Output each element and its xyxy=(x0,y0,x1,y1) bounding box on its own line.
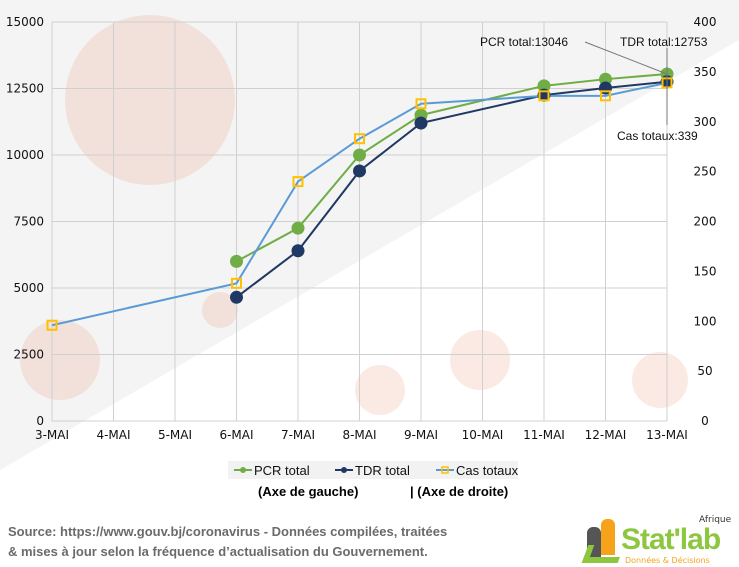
data-point xyxy=(600,90,611,102)
data-point xyxy=(292,176,304,188)
data-point xyxy=(353,148,366,162)
x-tick-label: 5-MAI xyxy=(158,428,192,442)
data-point xyxy=(414,116,428,130)
background-shade xyxy=(0,0,739,470)
virus-decor-icon xyxy=(450,330,510,390)
data-point xyxy=(231,277,242,289)
y-left-tick-label: 2500 xyxy=(13,348,44,362)
annotation-leader xyxy=(584,41,668,75)
y-right-tick-label: 50 xyxy=(697,364,712,378)
y-left-tick-label: 0 xyxy=(36,414,44,428)
y-right-tick-label: 0 xyxy=(701,414,709,428)
data-point xyxy=(291,244,305,258)
data-label: TDR total:12753 xyxy=(620,35,708,49)
virus-decor-icon xyxy=(20,320,100,400)
y-right-tick-label: 350 xyxy=(694,65,717,79)
data-point xyxy=(538,90,550,102)
legend-marker xyxy=(240,467,246,473)
right-axis-note: | (Axe de droite) xyxy=(410,484,509,499)
data-point xyxy=(354,133,365,145)
y-right-tick-label: 250 xyxy=(694,165,717,179)
legend-label: Cas totaux xyxy=(456,463,519,478)
y-left-tick-label: 15000 xyxy=(6,15,44,29)
data-point xyxy=(537,79,551,93)
x-tick-label: 9-MAI xyxy=(404,428,438,442)
data-label: PCR total:13046 xyxy=(480,35,568,49)
y-right-tick-label: 200 xyxy=(694,215,717,229)
x-tick-label: 6-MAI xyxy=(219,428,253,442)
legend-label: TDR total xyxy=(355,463,410,478)
data-point xyxy=(415,98,427,110)
virus-decor-icon xyxy=(202,292,238,328)
source-line-1: Source: https://www.gouv.bj/coronavirus … xyxy=(8,524,448,539)
source-line-2: & mises à jour selon la fréquence d’actu… xyxy=(8,544,428,559)
y-right-tick-label: 300 xyxy=(694,115,717,129)
legend-marker xyxy=(341,467,347,473)
y-left-tick-label: 12500 xyxy=(6,82,44,96)
x-tick-label: 11-MAI xyxy=(523,428,565,442)
virus-decor-icon xyxy=(65,15,235,185)
y-left-tick-label: 10000 xyxy=(6,148,44,162)
data-label: Cas totaux:339 xyxy=(617,129,698,143)
x-tick-label: 4-MAI xyxy=(96,428,130,442)
legend-marker xyxy=(441,466,449,474)
logo: Stat'lab Afrique Données & Décisions xyxy=(581,515,735,565)
source-text: Source: https://www.gouv.bj/coronavirus … xyxy=(8,522,447,562)
data-point xyxy=(353,164,366,178)
x-tick-label: 10-MAI xyxy=(462,428,504,442)
x-tick-label: 7-MAI xyxy=(281,428,315,442)
virus-decor-icon xyxy=(632,352,688,408)
y-right-tick-label: 100 xyxy=(694,314,717,328)
x-tick-label: 13-MAI xyxy=(646,428,688,442)
y-left-tick-label: 7500 xyxy=(13,215,44,229)
x-tick-label: 8-MAI xyxy=(342,428,376,442)
series-line-cas-totaux xyxy=(51,81,668,327)
y-left-tick-label: 5000 xyxy=(13,281,44,295)
data-point xyxy=(230,254,243,268)
y-right-tick-label: 400 xyxy=(694,15,717,29)
legend-label: PCR total xyxy=(254,463,310,478)
virus-decor-icon xyxy=(355,365,405,415)
left-axis-note: (Axe de gauche) xyxy=(258,484,359,499)
data-point xyxy=(46,319,58,331)
data-point xyxy=(230,290,243,304)
x-tick-label: 3-MAI xyxy=(35,428,69,442)
legend xyxy=(228,461,518,479)
y-right-tick-label: 150 xyxy=(694,264,717,278)
x-tick-label: 12-MAI xyxy=(585,428,627,442)
data-point xyxy=(291,221,305,235)
